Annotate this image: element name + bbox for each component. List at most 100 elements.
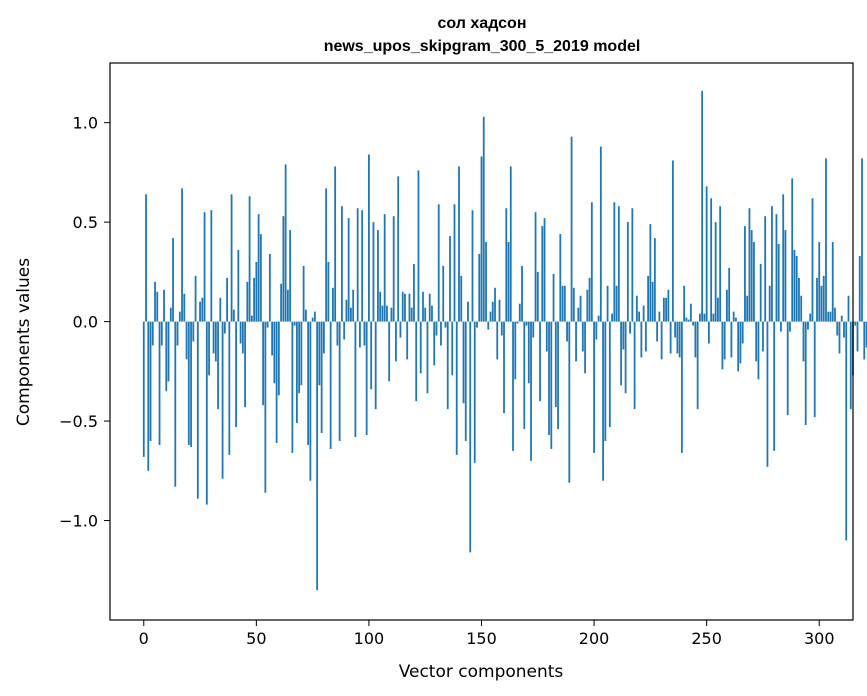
bar-23 xyxy=(194,275,197,322)
x-tick-label-0: 0 xyxy=(139,629,149,648)
bar-154 xyxy=(489,311,492,322)
bar-316 xyxy=(854,321,857,326)
bar-92 xyxy=(350,307,352,322)
bar-249 xyxy=(703,313,706,322)
bar-219 xyxy=(635,295,638,322)
bar-310 xyxy=(840,315,843,322)
bar-260 xyxy=(728,267,731,322)
bar-171 xyxy=(527,321,530,384)
bar-242 xyxy=(687,319,690,322)
bar-191 xyxy=(572,287,575,322)
bar-125 xyxy=(424,307,427,322)
bar-307 xyxy=(834,307,836,322)
bar-20 xyxy=(187,321,190,445)
bar-230 xyxy=(660,321,663,360)
bar-158 xyxy=(498,299,501,322)
bar-120 xyxy=(413,263,415,322)
bar-70 xyxy=(300,321,303,386)
y-tick-label-1: −0.5 xyxy=(59,412,98,431)
bar-8 xyxy=(160,321,163,346)
bar-0 xyxy=(142,321,145,457)
bar-273 xyxy=(757,321,760,380)
bar-98 xyxy=(363,321,366,346)
bar-197 xyxy=(586,289,589,322)
bar-96 xyxy=(359,321,361,348)
bar-93 xyxy=(352,289,355,322)
bar-115 xyxy=(401,291,404,322)
bar-240 xyxy=(683,285,686,322)
bar-4 xyxy=(151,321,154,346)
bar-152 xyxy=(485,242,487,322)
bar-180 xyxy=(548,321,550,435)
bar-29 xyxy=(208,321,210,376)
bar-151 xyxy=(482,116,485,322)
bar-178 xyxy=(543,218,546,322)
bar-110 xyxy=(390,307,393,322)
bar-34 xyxy=(219,297,222,322)
bar-217 xyxy=(631,208,634,322)
bar-162 xyxy=(507,242,510,322)
bar-247 xyxy=(699,313,701,322)
bar-302 xyxy=(822,275,825,322)
bar-140 xyxy=(458,166,460,322)
x-tick-label-2: 100 xyxy=(354,629,385,648)
bar-133 xyxy=(442,265,445,322)
bar-280 xyxy=(773,321,776,451)
bar-117 xyxy=(406,321,409,360)
bar-233 xyxy=(667,289,670,322)
bar-121 xyxy=(415,321,418,402)
bar-76 xyxy=(313,311,316,322)
bar-175 xyxy=(536,271,539,322)
bar-220 xyxy=(638,311,641,322)
bar-40 xyxy=(232,309,235,322)
bar-252 xyxy=(710,198,713,322)
bar-276 xyxy=(764,216,767,322)
bar-21 xyxy=(190,321,192,447)
bar-58 xyxy=(273,321,276,384)
bar-215 xyxy=(626,222,629,322)
bar-254 xyxy=(714,222,717,322)
bar-68 xyxy=(295,321,298,424)
bar-55 xyxy=(266,321,269,328)
bar-208 xyxy=(611,313,613,322)
bar-300 xyxy=(818,242,821,322)
bar-90 xyxy=(345,299,348,322)
bar-235 xyxy=(671,160,674,322)
bar-202 xyxy=(597,315,600,322)
bar-203 xyxy=(599,146,602,322)
bar-28 xyxy=(205,321,208,505)
bar-193 xyxy=(577,307,580,322)
bar-46 xyxy=(246,281,249,322)
bar-126 xyxy=(426,321,429,394)
bar-190 xyxy=(570,136,573,322)
bar-49 xyxy=(253,277,255,322)
bar-144 xyxy=(467,301,469,322)
bar-134 xyxy=(444,321,447,328)
bar-33 xyxy=(217,321,219,410)
bar-234 xyxy=(669,321,672,354)
y-tick-label-3: 0.5 xyxy=(73,213,98,232)
bar-65 xyxy=(289,230,292,322)
bar-245 xyxy=(694,321,697,358)
bar-83 xyxy=(329,321,332,449)
bar-153 xyxy=(487,321,490,330)
bar-147 xyxy=(473,321,476,463)
bar-106 xyxy=(381,305,384,322)
bar-102 xyxy=(372,222,375,322)
bar-59 xyxy=(275,321,278,443)
bar-199 xyxy=(590,202,593,322)
bar-279 xyxy=(771,206,773,322)
bar-268 xyxy=(746,295,749,322)
bar-57 xyxy=(271,321,274,356)
bar-317 xyxy=(856,321,859,352)
bar-287 xyxy=(789,321,791,332)
bar-164 xyxy=(512,321,514,451)
bar-303 xyxy=(825,158,827,322)
bar-299 xyxy=(816,277,818,322)
bar-277 xyxy=(766,321,769,467)
bar-170 xyxy=(525,321,528,326)
bar-228 xyxy=(656,321,659,342)
bar-312 xyxy=(845,321,848,541)
bar-266 xyxy=(741,321,744,344)
chart-title-line2: news_upos_skipgram_300_5_2019 model xyxy=(324,38,641,55)
